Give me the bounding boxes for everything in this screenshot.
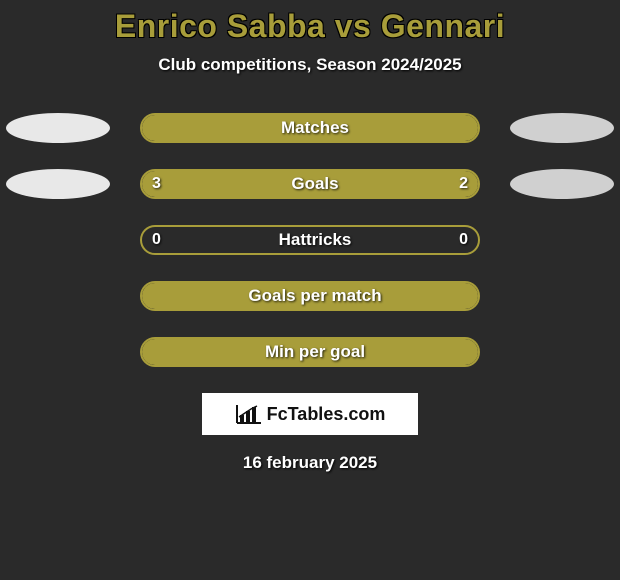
- logo-text: FcTables.com: [267, 404, 386, 425]
- stat-row: 32Goals: [0, 169, 620, 199]
- stat-label: Min per goal: [142, 339, 478, 365]
- stat-row: Min per goal: [0, 337, 620, 367]
- spacer: [6, 281, 110, 311]
- right-player-marker: [510, 113, 614, 143]
- stat-bar: Matches: [140, 113, 480, 143]
- stat-bar: 32Goals: [140, 169, 480, 199]
- spacer: [510, 225, 614, 255]
- comparison-infographic: Enrico Sabba vs Gennari Club competition…: [0, 0, 620, 473]
- stat-label: Hattricks: [142, 227, 478, 253]
- stat-bar: 00Hattricks: [140, 225, 480, 255]
- date-text: 16 february 2025: [0, 453, 620, 473]
- stat-rows: Matches 32Goals 00Hattricks Goals per match…: [0, 113, 620, 367]
- subtitle: Club competitions, Season 2024/2025: [0, 55, 620, 75]
- left-player-marker: [6, 169, 110, 199]
- spacer: [510, 281, 614, 311]
- stat-row: Goals per match: [0, 281, 620, 311]
- stat-label: Goals: [142, 171, 478, 197]
- spacer: [510, 337, 614, 367]
- stat-bar: Goals per match: [140, 281, 480, 311]
- spacer: [6, 337, 110, 367]
- right-player-marker: [510, 169, 614, 199]
- stat-row: 00Hattricks: [0, 225, 620, 255]
- spacer: [6, 225, 110, 255]
- stat-label: Goals per match: [142, 283, 478, 309]
- stat-row: Matches: [0, 113, 620, 143]
- stat-bar: Min per goal: [140, 337, 480, 367]
- bar-chart-icon: [235, 403, 263, 425]
- stat-label: Matches: [142, 115, 478, 141]
- left-player-marker: [6, 113, 110, 143]
- logo-box: FcTables.com: [202, 393, 418, 435]
- page-title: Enrico Sabba vs Gennari: [0, 8, 620, 45]
